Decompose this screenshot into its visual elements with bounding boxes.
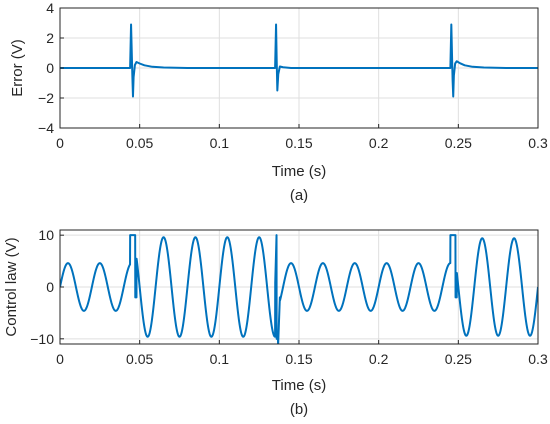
x-tick-label: 0	[56, 135, 64, 151]
x-tick-label: 0.3	[528, 135, 548, 151]
y-tick-label: −10	[30, 331, 54, 347]
x-tick-label: 0.15	[285, 135, 312, 151]
y-tick-label: −4	[38, 120, 54, 136]
x-tick-label: 0	[56, 351, 64, 367]
y-tick-label: 0	[46, 60, 54, 76]
panel-a-error: 0 0.05 0.1 0.15 0.2 0.25 0.3 −4 −2 0 2 4 Time (s) Err…	[9, 0, 548, 204]
series-line	[60, 23, 538, 98]
x-tick-label: 0.25	[445, 135, 472, 151]
x-axis-label: Time (s)	[272, 163, 326, 180]
x-tick-label: 0.2	[369, 135, 389, 151]
y-tick-label: 4	[46, 0, 54, 16]
x-tick-label: 0.2	[369, 351, 389, 367]
y-tick-label: 0	[46, 279, 54, 295]
x-axis-label: Time (s)	[272, 377, 326, 394]
panel-caption: (b)	[290, 401, 308, 418]
x-tick-label: 0.25	[445, 351, 472, 367]
x-tick-label: 0.1	[210, 135, 230, 151]
x-tick-label: 0.15	[285, 351, 312, 367]
y-tick-label: 10	[38, 227, 54, 243]
y-axis-label: Control law (V)	[3, 237, 20, 336]
y-tick-label: −2	[38, 90, 54, 106]
x-tick-label: 0.1	[210, 351, 230, 367]
y-axis-label: Error (V)	[9, 39, 26, 97]
series-line	[60, 234, 538, 344]
x-tick-label: 0.3	[528, 351, 548, 367]
y-tick-label: 2	[46, 30, 54, 46]
panel-caption: (a)	[290, 187, 308, 204]
x-tick-label: 0.05	[126, 135, 153, 151]
x-tick-label: 0.05	[126, 351, 153, 367]
